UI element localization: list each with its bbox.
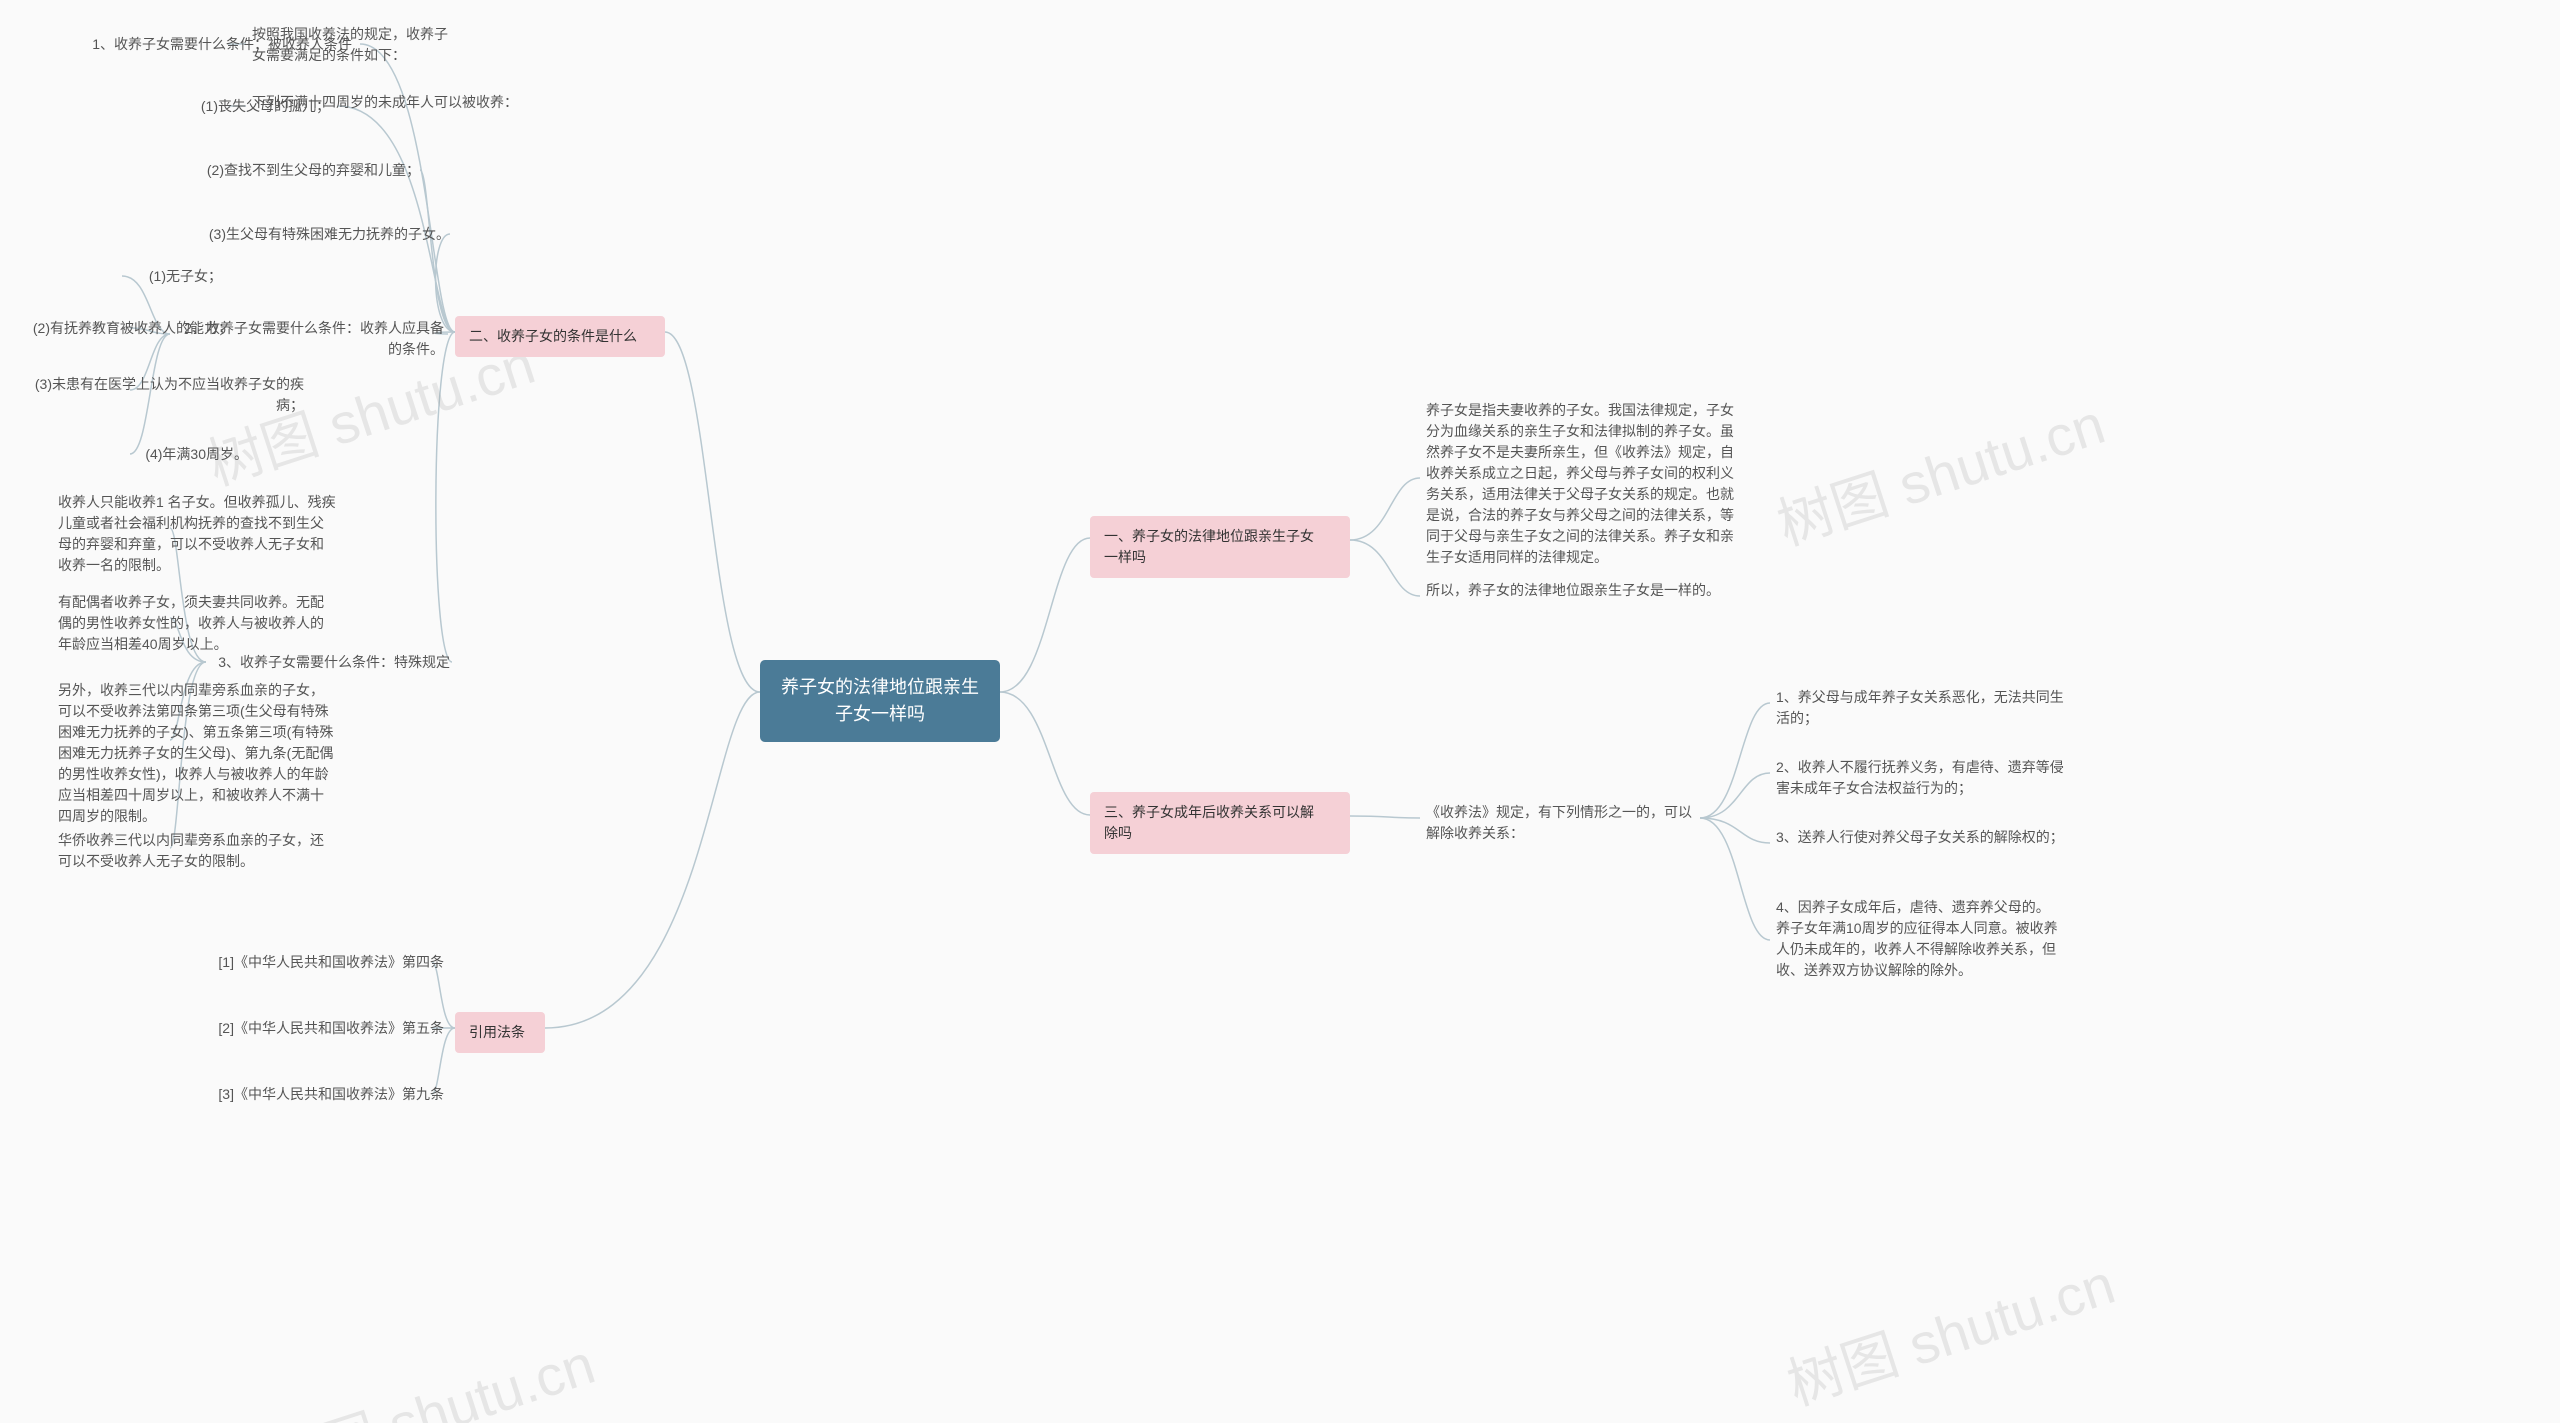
leaf-l2-2r: 下列不满十四周岁的未成年人可以被收养： [246,90,546,115]
mindmap-canvas: 树图 shutu.cn 树图 shutu.cn 树图 shutu.cn 树图 s… [0,0,2560,1423]
leaf-l2-5-1: (1)无子女； [108,264,228,289]
connectors-svg [0,0,2560,1423]
watermark: 树图 shutu.cn [1776,1240,2124,1422]
leaf-l2-6-1: 收养人只能收养1 名子女。但收养孤儿、残疾儿童或者社会福利机构抚养的查找不到生父… [52,490,342,578]
leaf-r3-1-3: 3、送养人行使对养父母子女关系的解除权的； [1770,825,2070,850]
branch-4[interactable]: 引用法条 [455,1012,545,1053]
leaf-l4-2: [2]《中华人民共和国收养法》第五条 [190,1016,450,1041]
leaf-l2-5-4: (4)年满30周岁。 [104,442,254,467]
leaf-r3-1: 《收养法》规定，有下列情形之一的，可以解除收养关系： [1420,800,1700,846]
leaf-l2-6-3: 另外，收养三代以内同辈旁系血亲的子女，可以不受收养法第四条第三项(生父母有特殊困… [52,678,342,829]
leaf-l4-1: [1]《中华人民共和国收养法》第四条 [190,950,450,975]
leaf-l4-3: [3]《中华人民共和国收养法》第九条 [190,1082,450,1107]
leaf-l2-6-2: 有配偶者收养子女，须夫妻共同收养。无配偶的男性收养女性的，收养人与被收养人的年龄… [52,590,342,657]
branch-1[interactable]: 一、养子女的法律地位跟亲生子女 一样吗 [1090,516,1350,578]
leaf-l2-4: (3)生父母有特殊困难无力抚养的子女。 [176,222,456,247]
leaf-r3-1-2: 2、收养人不履行抚养义务，有虐待、遗弃等侵害未成年子女合法权益行为的； [1770,755,2070,801]
leaf-r1-2: 所以，养子女的法律地位跟亲生子女是一样的。 [1420,578,1740,603]
watermark: 树图 shutu.cn [1766,380,2114,562]
leaf-l2-3: (2)查找不到生父母的弃婴和儿童； [176,158,426,183]
leaf-l2-5-2: (2)有抚养教育被收养人的能力； [18,316,238,341]
leaf-l2-5-3: (3)未患有在医学上认为不应当收养子女的疾病； [10,372,310,418]
leaf-l2-6-4: 华侨收养三代以内同辈旁系血亲的子女，还可以不受收养人无子女的限制。 [52,828,342,874]
leaf-l2-1r: 按照我国收养法的规定，收养子女需要满足的条件如下： [246,22,456,68]
branch-3[interactable]: 三、养子女成年后收养关系可以解 除吗 [1090,792,1350,854]
center-node[interactable]: 养子女的法律地位跟亲生 子女一样吗 [760,660,1000,742]
leaf-r3-1-1: 1、养父母与成年养子女关系恶化，无法共同生活的； [1770,685,2070,731]
leaf-r1-1: 养子女是指夫妻收养的子女。我国法律规定，子女分为血缘关系的亲生子女和法律拟制的养… [1420,398,1740,570]
watermark: 树图 shutu.cn [256,1320,604,1423]
leaf-r3-1-4: 4、因养子女成年后，虐待、遗弃养父母的。 养子女年满10周岁的应征得本人同意。被… [1770,895,2070,983]
branch-2[interactable]: 二、收养子女的条件是什么 [455,316,665,357]
